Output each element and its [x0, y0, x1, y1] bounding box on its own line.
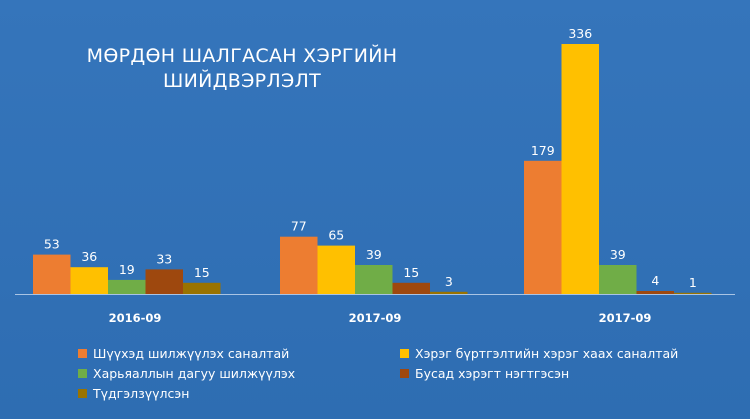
data-label-g1-s5: 15 — [194, 265, 210, 280]
bar-g2-s5 — [430, 291, 468, 294]
data-label-g2-s4: 15 — [403, 265, 419, 280]
data-label-g3-s1: 179 — [531, 143, 555, 158]
data-label-g1-s2: 36 — [81, 249, 97, 264]
data-label-g3-s4: 4 — [651, 273, 659, 288]
data-label-g2-s5: 3 — [445, 274, 453, 289]
category-label-1: 2016-09 — [109, 311, 162, 325]
category-label-2: 2017-09 — [349, 311, 402, 325]
chart-title: МӨРДӨН ШАЛГАСАН ХЭРГИЙН ШИЙДВЭРЛЭЛТ — [62, 44, 422, 94]
data-label-g3-s2: 336 — [568, 26, 592, 41]
bar-g1-s4 — [145, 269, 183, 294]
chart-title-line-1: МӨРДӨН ШАЛГАСАН ХЭРГИЙН — [86, 45, 398, 67]
bar-g1-s3 — [108, 279, 146, 294]
bar-g1-s2 — [70, 267, 108, 294]
bar-g1-s5 — [183, 282, 221, 294]
bar-g2-s1 — [280, 236, 318, 294]
bar-g2-s3 — [355, 265, 393, 294]
chart-title-line-2: ШИЙДВЭРЛЭЛТ — [162, 70, 322, 92]
category-label-3: 2017-09 — [599, 311, 652, 325]
bar-g3-s1 — [524, 160, 562, 294]
bar-g3-s4 — [636, 291, 674, 294]
bar-g3-s5 — [674, 292, 712, 294]
bar-g1-s1 — [33, 254, 71, 294]
data-label-g3-s5: 1 — [689, 275, 697, 290]
data-label-g2-s1: 77 — [291, 219, 307, 234]
bar-g3-s2 — [561, 44, 599, 294]
bar-g2-s4 — [392, 282, 430, 294]
bar-g3-s3 — [599, 265, 637, 294]
data-label-g3-s3: 39 — [610, 247, 626, 262]
data-label-g1-s3: 19 — [119, 262, 135, 277]
data-label-g2-s3: 39 — [366, 247, 382, 262]
bar-g2-s2 — [317, 245, 355, 294]
data-label-g2-s2: 65 — [328, 228, 344, 243]
data-label-g1-s4: 33 — [156, 251, 172, 266]
data-label-g1-s1: 53 — [44, 237, 60, 252]
